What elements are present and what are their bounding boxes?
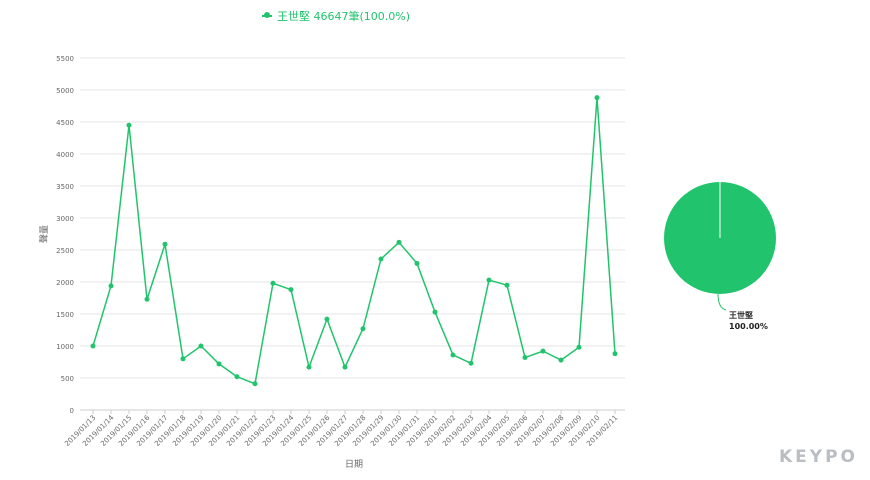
- data-point: [234, 374, 240, 380]
- data-point: [522, 355, 528, 361]
- data-point: [558, 357, 564, 363]
- data-point: [504, 282, 510, 288]
- data-point: [324, 316, 330, 322]
- y-tick-label: 5000: [56, 87, 74, 95]
- data-point: [378, 256, 384, 262]
- data-point: [396, 239, 402, 245]
- keypo-logo: KEYPO: [779, 447, 859, 467]
- x-axis: 2019/01/132019/01/142019/01/152019/01/16…: [63, 410, 619, 448]
- data-point: [540, 348, 546, 354]
- data-point: [360, 326, 366, 332]
- legend-label: 王世堅 46647筆(100.0%): [277, 10, 411, 23]
- y-tick-label: 2500: [56, 247, 74, 255]
- y-axis-label: 聲量: [39, 225, 50, 243]
- y-tick-label: 4000: [56, 151, 74, 159]
- y-tick-label: 0: [70, 407, 74, 415]
- y-tick-label: 4500: [56, 119, 74, 127]
- data-point: [576, 344, 582, 350]
- data-point: [594, 95, 600, 101]
- y-tick-label: 500: [61, 375, 74, 383]
- y-tick-label: 3500: [56, 183, 74, 191]
- data-point: [342, 364, 348, 370]
- y-axis: 0 500 1000 1500 2000 2500 3000 3500 4000 4500 5000…: [56, 55, 74, 415]
- y-tick-label: 1000: [56, 343, 74, 351]
- pie-label-percent: 100.00%: [729, 322, 768, 331]
- y-tick-label: 5500: [56, 55, 74, 63]
- data-point: [216, 361, 222, 367]
- data-point: [90, 343, 96, 349]
- data-point: [306, 364, 312, 370]
- data-point: [144, 296, 150, 302]
- data-point: [126, 122, 132, 128]
- data-point: [468, 360, 474, 366]
- series-line: [90, 95, 618, 387]
- x-axis-label: 日期: [345, 459, 363, 470]
- data-point: [162, 241, 168, 247]
- y-tick-label: 1500: [56, 311, 74, 319]
- pie-leader-line: [717, 293, 727, 311]
- y-tick-label: 2000: [56, 279, 74, 287]
- data-point: [198, 343, 204, 349]
- y-tick-label: 3000: [56, 215, 74, 223]
- data-point: [414, 260, 420, 266]
- legend-swatch-icon: [262, 12, 272, 18]
- data-point: [180, 356, 186, 362]
- data-point: [432, 309, 438, 315]
- data-point: [612, 351, 618, 357]
- series-line-path: [92, 96, 616, 385]
- data-point: [486, 277, 492, 283]
- pie-chart: 王世堅 100.00%: [664, 182, 776, 331]
- legend[interactable]: 王世堅 46647筆(100.0%): [262, 8, 410, 24]
- data-point: [108, 283, 114, 289]
- grid: [80, 57, 625, 411]
- pie-label-name: 王世堅: [729, 310, 753, 320]
- data-point: [252, 381, 258, 387]
- data-point: [288, 287, 294, 293]
- data-point: [270, 280, 276, 286]
- data-point: [450, 352, 456, 358]
